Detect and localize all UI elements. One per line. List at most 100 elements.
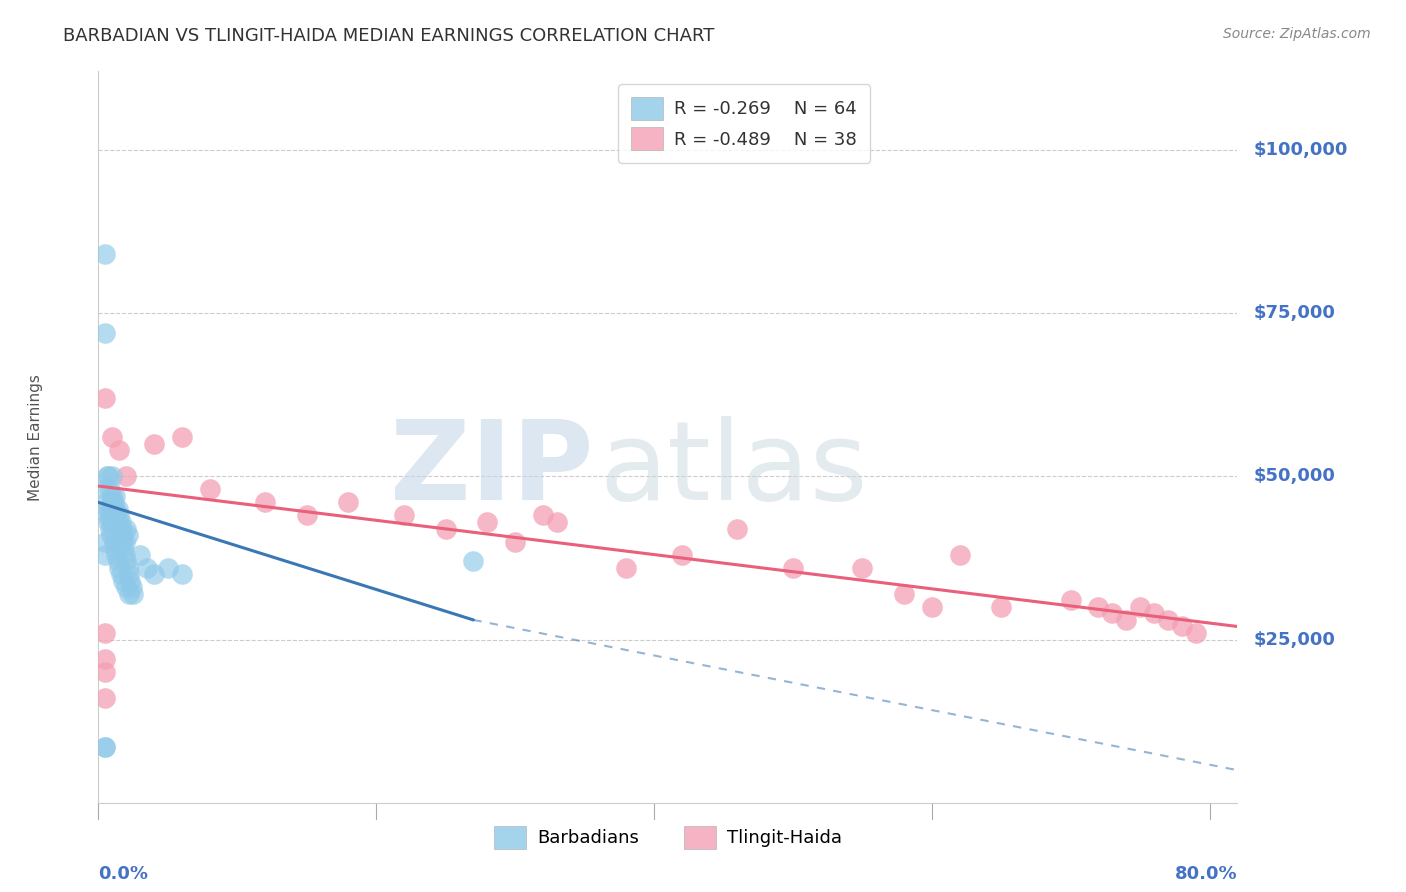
Point — [136, 560, 159, 574]
Point — [104, 489, 127, 503]
Point — [1087, 599, 1109, 614]
Point — [114, 548, 136, 562]
Point — [115, 521, 138, 535]
Point — [115, 580, 138, 594]
Point — [97, 469, 120, 483]
Point — [108, 521, 131, 535]
Point — [921, 599, 943, 614]
Point — [101, 469, 124, 483]
Point — [851, 560, 873, 574]
Point — [115, 554, 138, 568]
Point — [94, 652, 117, 666]
Point — [94, 626, 117, 640]
Point — [990, 599, 1012, 614]
Point — [94, 247, 117, 261]
Point — [97, 515, 120, 529]
Point — [108, 560, 131, 574]
Point — [122, 587, 145, 601]
Point — [107, 515, 129, 529]
Point — [434, 521, 457, 535]
Point — [107, 502, 129, 516]
Point — [477, 515, 499, 529]
Text: $25,000: $25,000 — [1254, 631, 1336, 648]
Point — [100, 528, 122, 542]
Point — [463, 554, 485, 568]
Point — [101, 489, 124, 503]
Point — [112, 541, 135, 555]
Point — [1129, 599, 1152, 614]
Point — [94, 483, 117, 497]
Point — [94, 534, 117, 549]
Point — [94, 740, 117, 755]
Point — [104, 502, 127, 516]
Text: $50,000: $50,000 — [1254, 467, 1336, 485]
Point — [117, 528, 139, 542]
Point — [94, 391, 117, 405]
Point — [1143, 607, 1166, 621]
Point — [170, 430, 193, 444]
Text: ZIP: ZIP — [391, 417, 593, 524]
Point — [503, 534, 526, 549]
Point — [94, 326, 117, 340]
Point — [105, 508, 128, 523]
Point — [96, 469, 118, 483]
Point — [1157, 613, 1180, 627]
Point — [337, 495, 360, 509]
Point — [111, 521, 134, 535]
Point — [120, 574, 142, 588]
Point — [101, 430, 124, 444]
Point — [671, 548, 693, 562]
Point — [115, 469, 138, 483]
Point — [100, 495, 122, 509]
Point — [725, 521, 748, 535]
Point — [893, 587, 915, 601]
Point — [1059, 593, 1081, 607]
Point — [103, 502, 125, 516]
Text: atlas: atlas — [599, 417, 868, 524]
Point — [118, 567, 141, 582]
Point — [94, 691, 117, 706]
Text: 80.0%: 80.0% — [1174, 865, 1237, 883]
Point — [110, 567, 132, 582]
Point — [117, 560, 139, 574]
Point — [110, 515, 132, 529]
Text: $75,000: $75,000 — [1254, 304, 1336, 322]
Point — [94, 740, 117, 755]
Text: Source: ZipAtlas.com: Source: ZipAtlas.com — [1223, 27, 1371, 41]
Point — [103, 534, 125, 549]
Point — [114, 534, 136, 549]
Point — [111, 534, 134, 549]
Point — [103, 495, 125, 509]
Point — [254, 495, 277, 509]
Legend: Barbadians, Tlingit-Haida: Barbadians, Tlingit-Haida — [486, 818, 849, 856]
Point — [129, 548, 152, 562]
Point — [546, 515, 568, 529]
Point — [108, 508, 131, 523]
Point — [392, 508, 415, 523]
Point — [98, 508, 121, 523]
Point — [170, 567, 193, 582]
Point — [948, 548, 970, 562]
Point — [110, 528, 132, 542]
Point — [104, 541, 127, 555]
Point — [105, 548, 128, 562]
Point — [1170, 619, 1192, 633]
Text: BARBADIAN VS TLINGIT-HAIDA MEDIAN EARNINGS CORRELATION CHART: BARBADIAN VS TLINGIT-HAIDA MEDIAN EARNIN… — [63, 27, 714, 45]
Point — [121, 580, 143, 594]
Point — [101, 495, 124, 509]
Point — [97, 502, 120, 516]
Point — [295, 508, 318, 523]
Point — [98, 521, 121, 535]
Point — [112, 574, 135, 588]
Text: $100,000: $100,000 — [1254, 141, 1348, 159]
Point — [118, 587, 141, 601]
Point — [96, 495, 118, 509]
Point — [108, 443, 131, 458]
Point — [1101, 607, 1123, 621]
Point — [614, 560, 637, 574]
Point — [198, 483, 221, 497]
Point — [1115, 613, 1137, 627]
Point — [531, 508, 554, 523]
Point — [156, 560, 179, 574]
Text: Median Earnings: Median Earnings — [28, 374, 44, 500]
